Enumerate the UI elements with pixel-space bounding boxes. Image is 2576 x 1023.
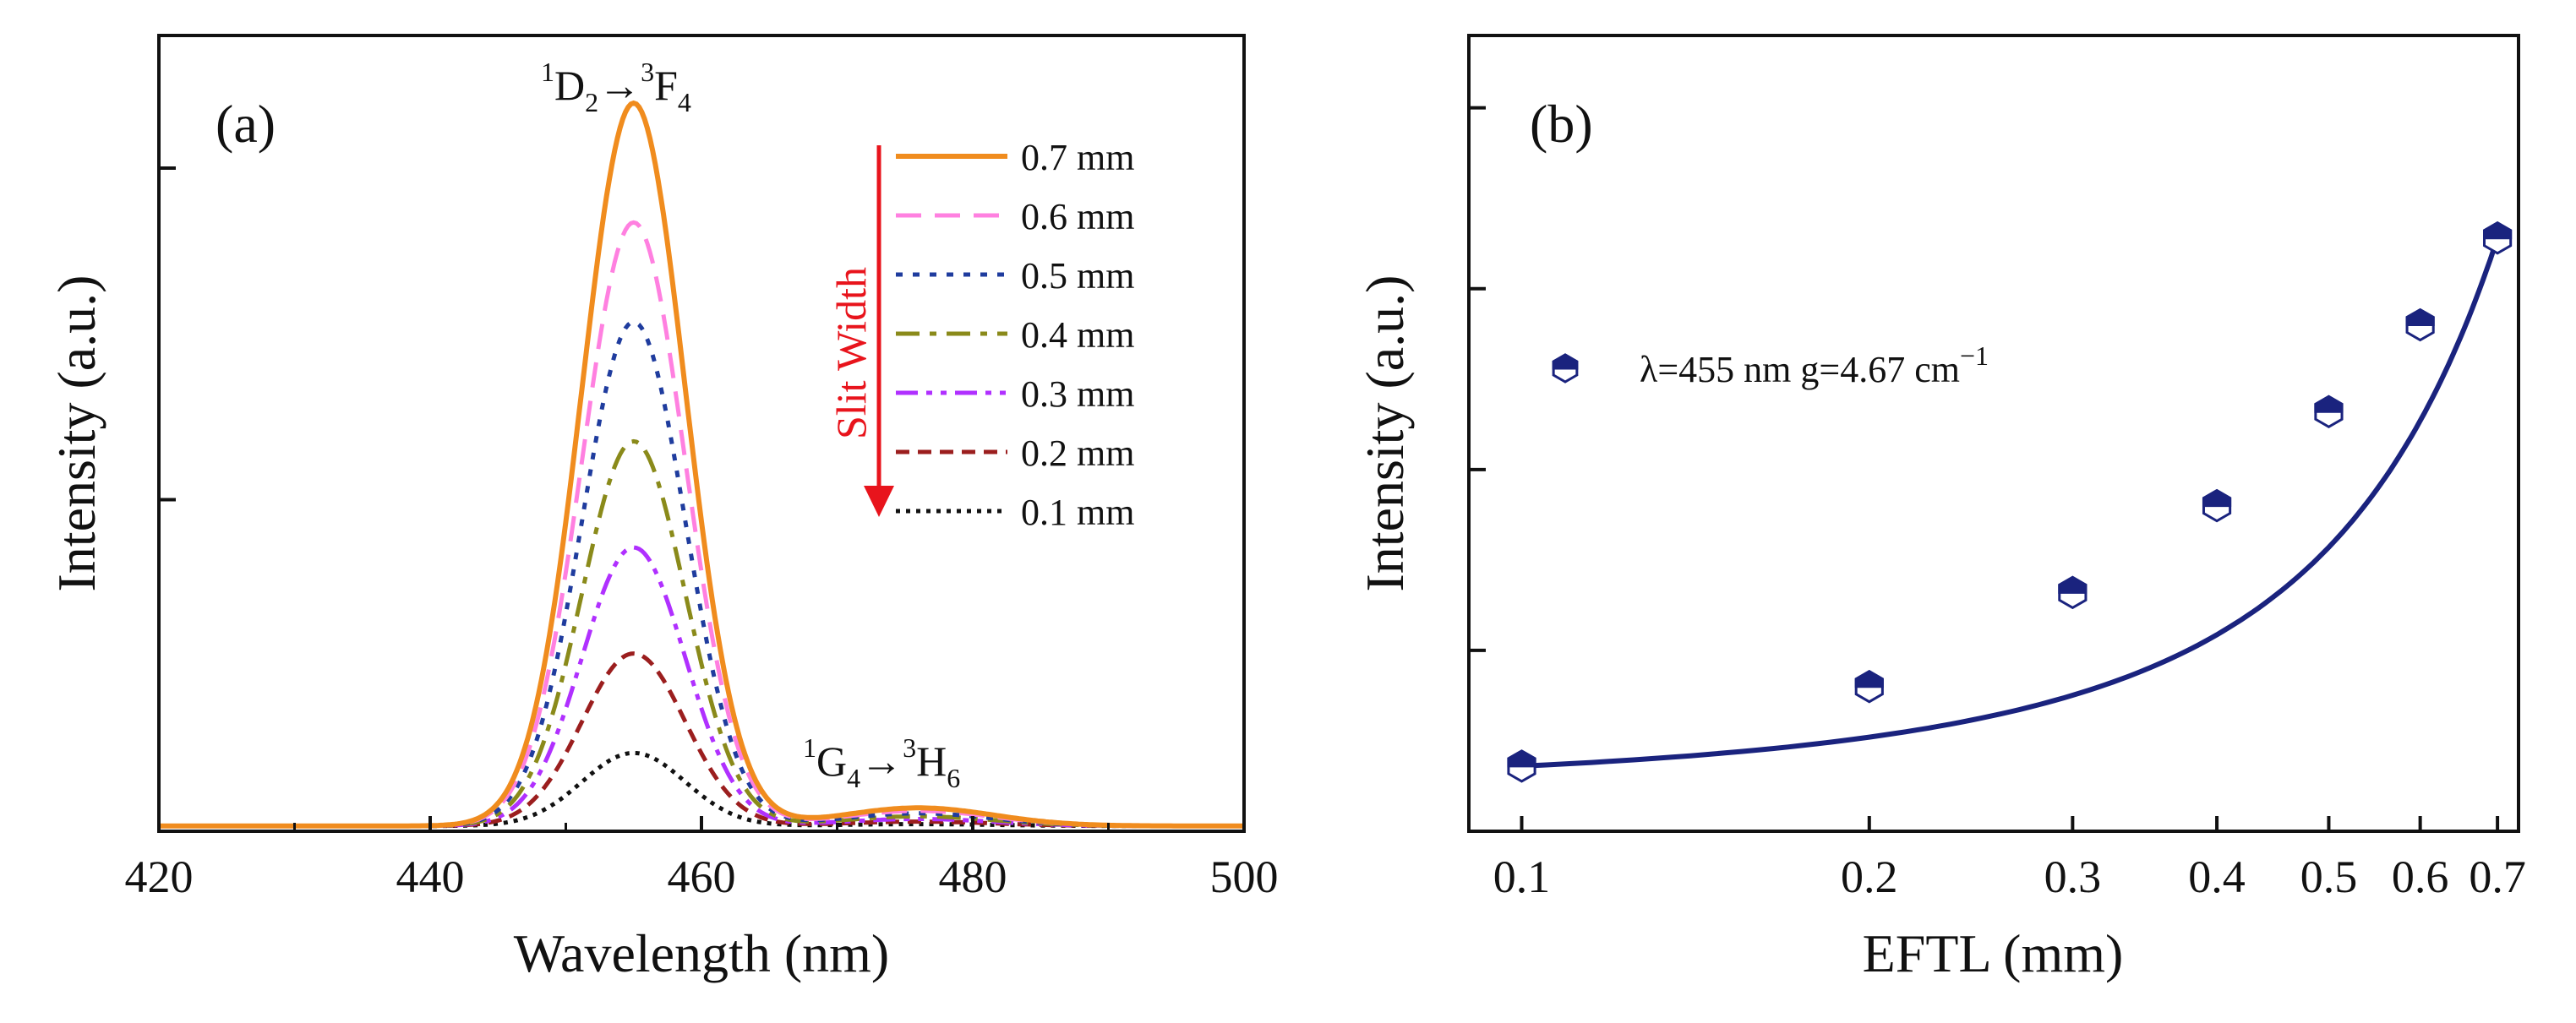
panel-b-x-ticks: 0.1 0.2 0.3 0.4 0.5 0.6 0.7	[1493, 816, 2526, 902]
x-tick-label-500: 500	[1210, 852, 1279, 902]
curve-0p3-mm	[159, 545, 1244, 829]
panel-b-label: (b)	[1530, 94, 1593, 154]
x-tick-label-0.2: 0.2	[1841, 852, 1898, 902]
x-tick-label-460: 460	[668, 852, 736, 902]
data-point-0p6	[2405, 307, 2435, 342]
panel-b-y-axis-title: Intensity (a.u.)	[1355, 275, 1415, 592]
slit-width-label: Slit Width	[827, 267, 875, 439]
panel-b-legend-text: λ=455 nm g=4.67 cm−1	[1640, 340, 1989, 390]
curve-0p1-mm	[159, 750, 1244, 829]
x-tick-label-0.7: 0.7	[2469, 852, 2526, 902]
legend-label-0p7-mm: 0.7 mm	[1021, 137, 1134, 178]
panel-a-x-ticks: 420 440 460 480 500	[125, 816, 1279, 902]
panel-a-label: (a)	[216, 94, 276, 154]
curve-0p7-mm	[159, 100, 1244, 829]
x-tick-label-0.4: 0.4	[2188, 852, 2246, 902]
legend-label-0p6-mm: 0.6 mm	[1021, 196, 1134, 237]
legend-label-0p3-mm: 0.3 mm	[1021, 373, 1134, 415]
legend-marker-glyph	[1552, 353, 1579, 384]
panel-a-x-axis-title: Wavelength (nm)	[514, 923, 889, 983]
data-point-0p4	[2202, 488, 2232, 523]
fit-curve	[1521, 237, 2500, 769]
x-tick-label-480: 480	[939, 852, 1007, 902]
panel-b-points	[1507, 221, 2513, 783]
panel-b-fit	[1521, 237, 2500, 769]
panel-b-eftl: 0.1 0.2 0.3 0.4 0.5 0.6 0.7 (b) λ=455 nm g=4.6…	[1355, 34, 2526, 983]
legend-label-0p5-mm: 0.5 mm	[1021, 255, 1134, 297]
legend-hexagon-marker	[1552, 353, 1579, 384]
x-tick-label-0.6: 0.6	[2392, 852, 2449, 902]
annotation-secondary-transition: 1G4→3H6	[803, 732, 960, 793]
panel-a-spectra: 420 440 460 480 500 (a) 1D2→3F4 1G4→3H6 Slit…	[46, 34, 1279, 983]
legend-label-0p4-mm: 0.4 mm	[1021, 314, 1134, 356]
panel-b-y-ticks	[1469, 106, 1486, 652]
panel-a-curves	[159, 100, 1244, 829]
panel-b-x-axis-title: EFTL (mm)	[1863, 923, 2124, 983]
x-tick-label-0.3: 0.3	[2044, 852, 2102, 902]
x-tick-label-440: 440	[396, 852, 465, 902]
legend-label-0p1-mm: 0.1 mm	[1021, 492, 1134, 533]
annotation-main-transition: 1D2→3F4	[541, 57, 691, 117]
data-point-0p2	[1854, 669, 1884, 704]
panel-a-y-axis-title: Intensity (a.u.)	[46, 275, 106, 592]
data-point-0p1	[1507, 749, 1536, 783]
panel-b-legend: λ=455 nm g=4.67 cm−1	[1552, 340, 1989, 390]
panel-a-y-ticks	[159, 166, 176, 502]
slit-width-arrow	[864, 145, 894, 517]
data-point-0p5	[2314, 395, 2344, 429]
panel-b-plot-frame	[1467, 34, 2520, 833]
x-tick-label-0.1: 0.1	[1493, 852, 1551, 902]
data-point-0p7	[2483, 221, 2513, 255]
panel-a-legend: 0.7 mm 0.6 mm 0.5 mm 0.4 mm 0.3 mm 0.2 mm 0.1 …	[896, 137, 1134, 533]
curve-0p2-mm	[159, 651, 1244, 829]
legend-label-0p2-mm: 0.2 mm	[1021, 433, 1134, 474]
x-tick-label-0.5: 0.5	[2300, 852, 2358, 902]
curve-0p4-mm	[159, 438, 1244, 829]
x-tick-label-420: 420	[125, 852, 194, 902]
data-point-0p3	[2058, 575, 2088, 610]
